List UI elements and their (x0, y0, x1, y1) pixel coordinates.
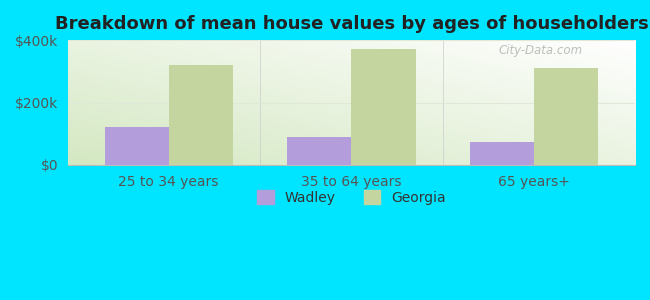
Bar (534, 68, 599, 165)
Title: Breakdown of mean house values by ages of householders: Breakdown of mean house values by ages o… (55, 15, 648, 33)
Bar (352, 50, 415, 165)
Text: City-Data.com: City-Data.com (499, 44, 583, 57)
Bar (287, 137, 352, 165)
Bar (168, 65, 233, 165)
Bar (105, 128, 168, 165)
Bar (471, 142, 534, 165)
Legend: Wadley, Georgia: Wadley, Georgia (252, 184, 452, 210)
